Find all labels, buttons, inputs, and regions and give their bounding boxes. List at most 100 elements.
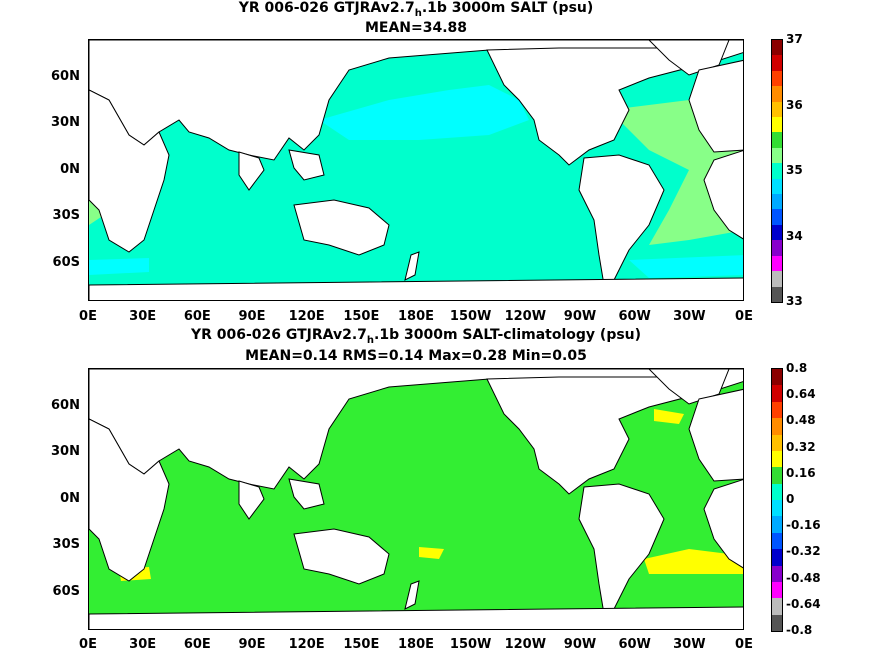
lat-label: 30S (52, 537, 80, 552)
landmass-nz (404, 251, 420, 281)
panel1-stats: MEAN=34.88 (364, 20, 468, 36)
panel2-colorbar (771, 368, 783, 632)
colorbar-segment (772, 549, 782, 566)
lon-label: 90W (563, 309, 597, 324)
colorbar-label: -0.32 (786, 544, 821, 559)
landmass-africa (89, 89, 170, 253)
colorbar-segment (772, 418, 782, 435)
lon-label: 150E (343, 637, 380, 652)
panel1-title: YR 006-026 GTJRAv2.7h.1b 3000m SALT (psu… (238, 0, 594, 19)
colorbar-segment (772, 598, 782, 615)
colorbar-segment (772, 532, 782, 550)
lon-label: 90E (238, 637, 266, 652)
low-salinity-patch-south-east (629, 255, 743, 278)
colorbar-segment (772, 565, 782, 582)
lat-label: 0N (60, 162, 80, 177)
colorbar-label: 0.48 (786, 413, 816, 428)
lon-label: 30W (673, 309, 706, 324)
landmass-samerica (578, 483, 665, 615)
colorbar-label: 37 (786, 32, 803, 46)
landmass-seasia (288, 478, 325, 510)
lat-label: 30S (52, 208, 80, 223)
colorbar-segment (772, 86, 782, 102)
lon-label: 120E (288, 637, 325, 652)
colorbar-segment (772, 224, 782, 241)
lon-label: 0E (735, 309, 753, 324)
colorbar-label: 33 (786, 294, 803, 308)
colorbar-label: 0.8 (786, 361, 808, 375)
lat-label: 0N (60, 491, 80, 506)
lon-label: 90E (238, 309, 266, 324)
lon-label: 90W (563, 637, 597, 652)
lon-label: 150W (449, 309, 492, 324)
lat-label: 60N (51, 398, 80, 413)
colorbar-segment (772, 194, 782, 210)
landmass-antarctica (89, 606, 743, 629)
lat-label: 60S (52, 255, 80, 270)
landmass-antarctica (89, 277, 743, 300)
lon-label: 30E (129, 309, 157, 324)
landmass-africaR (703, 150, 743, 240)
positive-anomaly-patch-north-atlantic (654, 409, 684, 424)
landmass-europeR (688, 59, 743, 153)
colorbar-segment (772, 581, 782, 599)
colorbar-segment (772, 163, 782, 179)
lon-label: 150E (343, 309, 380, 324)
lon-label: 30E (129, 637, 157, 652)
panel2-stats: MEAN=0.14 RMS=0.14 Max=0.28 Min=0.05 (245, 348, 587, 364)
colorbar-segment (772, 132, 782, 148)
panel2-title: YR 006-026 GTJRAv2.7h.1b 3000m SALT-clim… (190, 327, 642, 346)
colorbar-segment (772, 255, 782, 272)
colorbar-segment (772, 483, 782, 500)
panel1-salinity-map (88, 39, 744, 301)
colorbar-segment (772, 434, 782, 451)
lon-label: 30W (673, 637, 706, 652)
colorbar-label: -0.64 (786, 596, 821, 611)
colorbar-label: -0.8 (786, 623, 813, 637)
colorbar-label: 35 (786, 163, 803, 177)
lon-label: 180E (397, 637, 435, 652)
landmass-australia (293, 528, 390, 585)
colorbar-label: 0.32 (786, 439, 816, 454)
landmass-australia (293, 199, 390, 256)
colorbar-segment (772, 178, 782, 195)
colorbar-segment (772, 271, 782, 287)
colorbar-segment (772, 40, 782, 56)
colorbar-label: -0.48 (786, 570, 821, 585)
landmass-india (238, 480, 265, 520)
lon-label: 60E (183, 309, 211, 324)
colorbar-segment (772, 286, 782, 302)
positive-anomaly-patch-pacific (419, 547, 444, 559)
lon-label: 0E (79, 637, 97, 652)
landmass-samerica (578, 154, 665, 286)
colorbar-segment (772, 401, 782, 419)
colorbar-segment (772, 369, 782, 386)
colorbar-segment (772, 385, 782, 402)
landmass-africa (89, 418, 170, 582)
colorbar-label: 36 (786, 97, 803, 112)
lon-label: 180E (397, 309, 435, 324)
colorbar-segment (772, 209, 782, 225)
colorbar-segment (772, 516, 782, 533)
landmass-nz (404, 580, 420, 610)
lon-label: 60E (183, 637, 211, 652)
colorbar-segment (772, 467, 782, 484)
colorbar-segment (772, 500, 782, 517)
positive-anomaly-patch-south-atlantic (644, 549, 743, 574)
low-salinity-patch-south (89, 258, 149, 275)
landmass-europeR (688, 388, 743, 482)
colorbar-segment (772, 70, 782, 87)
colorbar-label: 0.64 (786, 387, 816, 402)
colorbar-segment (772, 55, 782, 71)
colorbar-segment (772, 101, 782, 118)
colorbar-segment (772, 614, 782, 631)
colorbar-label: 0 (786, 492, 795, 506)
lat-label: 30N (51, 115, 80, 130)
colorbar-segment (772, 450, 782, 468)
colorbar-segment (772, 147, 782, 164)
lon-label: 150W (449, 637, 492, 652)
colorbar-label: 0.16 (786, 465, 816, 480)
lon-label: 120W (504, 309, 547, 324)
lat-label: 60S (52, 584, 80, 599)
lon-label: 60W (618, 309, 651, 324)
